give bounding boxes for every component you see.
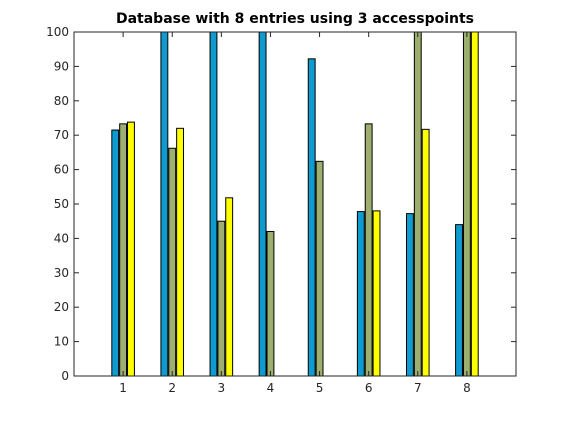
y-tick-label-20: 20 xyxy=(54,300,69,314)
bar-series3-cat3 xyxy=(225,197,234,377)
bar-series3-cat7 xyxy=(421,128,430,377)
bar-series2-cat2 xyxy=(168,147,177,377)
y-tick-label-0: 0 xyxy=(61,369,69,383)
y-tick-label-50: 50 xyxy=(54,197,69,211)
y-tick-label-30: 30 xyxy=(54,266,69,280)
plot-area xyxy=(74,32,516,376)
bar-series1-cat2 xyxy=(160,31,169,377)
y-tick-label-70: 70 xyxy=(54,128,69,142)
y-tick-label-60: 60 xyxy=(54,163,69,177)
y-tick-label-10: 10 xyxy=(54,335,69,349)
bar-series1-cat1 xyxy=(111,129,120,377)
x-tick-label-3: 3 xyxy=(218,381,226,395)
bar-series3-cat2 xyxy=(176,127,185,377)
x-tick-label-8: 8 xyxy=(463,381,471,395)
bar-series1-cat4 xyxy=(258,31,267,377)
bar-series1-cat5 xyxy=(307,58,316,377)
chart-title: Database with 8 entries using 3 accesspo… xyxy=(116,11,474,27)
bar-series2-cat7 xyxy=(413,31,422,377)
x-tick-label-6: 6 xyxy=(365,381,373,395)
axes-group: 0 10 20 30 40 50 60 70 80 90 100 1 2 3 4 5 6 7 8 xyxy=(46,25,517,395)
bar-series3-cat1 xyxy=(127,121,135,377)
bar-series2-cat3 xyxy=(217,220,226,377)
x-tick-label-2: 2 xyxy=(168,381,176,395)
x-tick-label-4: 4 xyxy=(267,381,275,395)
bar-series1-cat6 xyxy=(356,211,365,377)
bar-series2-cat5 xyxy=(315,160,324,377)
bar-series1-cat3 xyxy=(209,31,218,377)
bar-series2-cat4 xyxy=(266,231,275,377)
x-tick-label-5: 5 xyxy=(316,381,324,395)
y-tick-label-80: 80 xyxy=(54,94,69,108)
bar-series2-cat6 xyxy=(364,123,373,377)
bars-group xyxy=(111,31,479,377)
bar-series2-cat1 xyxy=(119,123,128,377)
y-tick-label-100: 100 xyxy=(46,25,69,39)
y-tick-label-90: 90 xyxy=(54,59,69,73)
bar-series1-cat7 xyxy=(405,213,414,377)
bar-series3-cat6 xyxy=(372,210,381,377)
x-tick-label-7: 7 xyxy=(414,381,422,395)
y-tick-label-40: 40 xyxy=(54,231,69,245)
bar-series3-cat8 xyxy=(470,31,479,377)
bar-series1-cat8 xyxy=(455,224,463,377)
bar-series2-cat8 xyxy=(462,31,471,377)
x-tick-label-1: 1 xyxy=(119,381,127,395)
